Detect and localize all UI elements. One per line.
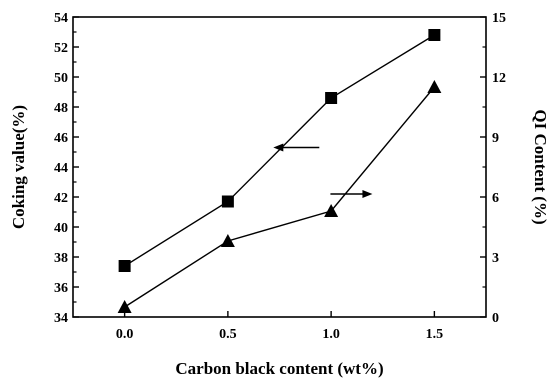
left-y-tick-label: 34 — [54, 311, 68, 326]
series-layer — [117, 29, 442, 313]
right-y-tick-label: 9 — [492, 131, 499, 146]
left-y-tick-label: 40 — [54, 221, 68, 236]
triangle-marker — [427, 80, 442, 93]
square-marker — [428, 29, 441, 41]
triangle-marker — [117, 300, 132, 313]
triangle-marker — [220, 234, 235, 247]
series-line — [124, 86, 435, 308]
series-triangle — [117, 80, 442, 313]
series-square — [118, 29, 441, 272]
right-y-tick-label: 3 — [492, 251, 499, 266]
left-y-tick-label: 52 — [54, 41, 68, 56]
right-arrow-icon — [362, 190, 373, 198]
left-y-tick-label: 48 — [54, 101, 68, 116]
x-axis: 0.0 0.5 1.0 1.5 — [116, 311, 443, 342]
square-marker — [325, 92, 338, 104]
left-y-axis: 34 36 38 40 42 44 46 48 50 52 54 — [54, 11, 79, 326]
series-line — [124, 34, 435, 267]
right-y-tick-label: 15 — [492, 11, 506, 26]
right-y-axis: 0 3 6 9 12 15 — [480, 11, 506, 326]
right-y-tick-label: 0 — [492, 311, 499, 326]
triangle-marker — [324, 204, 339, 217]
left-y-tick-label: 38 — [54, 251, 68, 266]
x-tick-label: 0.0 — [116, 327, 134, 342]
left-arrow-icon — [273, 143, 284, 152]
left-y-tick-label: 54 — [54, 11, 68, 26]
x-tick-label: 0.5 — [219, 327, 237, 342]
x-tick-label: 1.5 — [426, 327, 444, 342]
x-tick-label: 1.0 — [322, 327, 340, 342]
annotation-arrows — [273, 143, 373, 198]
right-y-axis-title: QI Content (%) — [531, 109, 548, 224]
right-y-tick-label: 6 — [492, 191, 499, 206]
plot-area-frame — [72, 16, 487, 318]
left-y-tick-label: 42 — [54, 191, 68, 206]
left-y-tick-label: 46 — [54, 131, 68, 146]
square-marker — [221, 195, 234, 208]
x-axis-title: Carbon black content (wt%) — [175, 359, 383, 378]
left-y-axis-title: Coking value(%) — [9, 105, 28, 229]
square-marker — [118, 260, 131, 272]
right-y-tick-label: 12 — [492, 71, 506, 86]
left-y-tick-label: 36 — [54, 281, 68, 296]
left-y-tick-label: 44 — [54, 161, 68, 176]
left-y-tick-label: 50 — [54, 71, 68, 86]
